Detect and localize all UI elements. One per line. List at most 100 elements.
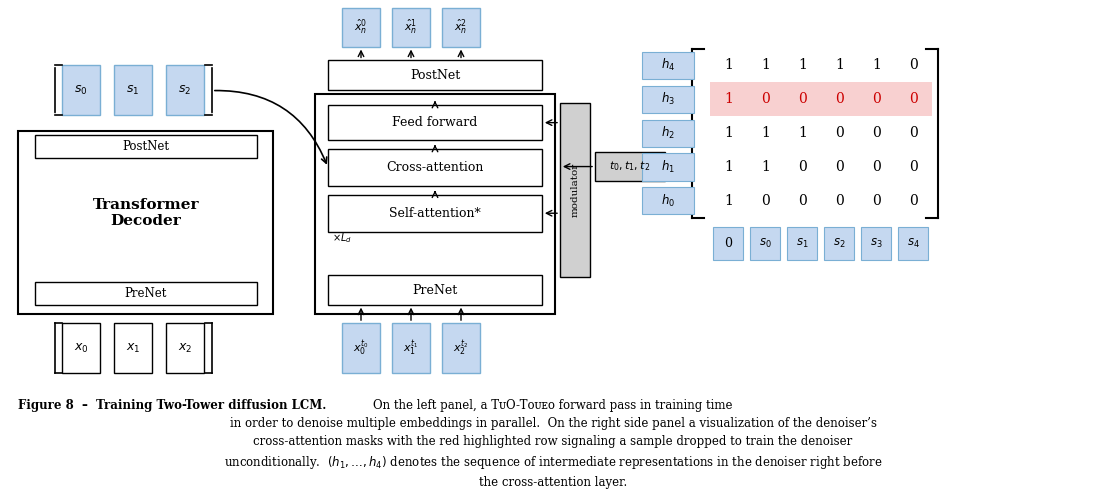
Text: $\hat{x}_n^1$: $\hat{x}_n^1$ <box>405 18 418 37</box>
Text: 0: 0 <box>724 237 732 250</box>
Bar <box>710 82 747 116</box>
Bar <box>641 153 693 181</box>
Text: Cross-attention: Cross-attention <box>386 161 483 174</box>
Text: $h_{0}$: $h_{0}$ <box>661 193 675 209</box>
Text: 1: 1 <box>724 92 733 106</box>
Bar <box>641 120 693 147</box>
Text: 0: 0 <box>799 194 807 208</box>
Bar <box>342 323 380 374</box>
Bar <box>114 323 152 374</box>
Text: $x_0^{t_0}$: $x_0^{t_0}$ <box>353 338 368 358</box>
Text: 1: 1 <box>724 58 733 72</box>
Text: $x_2$: $x_2$ <box>178 342 192 355</box>
Bar <box>595 152 665 181</box>
Text: 1: 1 <box>724 194 733 208</box>
Text: modulator: modulator <box>571 163 580 218</box>
Text: 0: 0 <box>909 160 918 174</box>
Bar <box>641 52 693 79</box>
Text: $s_{0}$: $s_{0}$ <box>759 237 772 250</box>
Bar <box>35 135 257 158</box>
Text: 1: 1 <box>872 58 881 72</box>
Text: 1: 1 <box>799 58 807 72</box>
Text: $h_{1}$: $h_{1}$ <box>661 159 675 175</box>
Text: 0: 0 <box>761 92 770 106</box>
Text: Figure 8  –  Training Two-Tower diffusion LCM.: Figure 8 – Training Two-Tower diffusion … <box>18 399 326 412</box>
Text: $s_2$: $s_2$ <box>178 84 191 97</box>
Text: $s_1$: $s_1$ <box>126 84 139 97</box>
Bar <box>62 323 100 374</box>
Bar <box>860 227 891 260</box>
Bar <box>442 8 480 47</box>
Text: 0: 0 <box>873 92 880 106</box>
Bar <box>641 187 693 215</box>
Text: Feed forward: Feed forward <box>393 116 478 129</box>
Bar <box>824 227 854 260</box>
Text: 1: 1 <box>799 126 807 140</box>
Bar <box>315 94 555 314</box>
Text: $x_1$: $x_1$ <box>126 342 140 355</box>
Bar <box>166 65 204 116</box>
Bar <box>895 82 932 116</box>
Text: PostNet: PostNet <box>410 69 460 82</box>
Text: $\times L_d$: $\times L_d$ <box>332 231 352 245</box>
Text: 0: 0 <box>835 194 844 208</box>
Text: 0: 0 <box>835 126 844 140</box>
Text: 0: 0 <box>909 92 918 106</box>
Bar <box>166 323 204 374</box>
Text: PostNet: PostNet <box>123 140 169 153</box>
Text: 0: 0 <box>909 194 918 208</box>
Text: PreNet: PreNet <box>125 287 167 300</box>
Text: $h_{2}$: $h_{2}$ <box>661 125 675 141</box>
Bar <box>787 227 817 260</box>
Text: 1: 1 <box>761 58 770 72</box>
Text: $x_0$: $x_0$ <box>74 342 88 355</box>
Bar <box>641 86 693 113</box>
Text: 0: 0 <box>799 160 807 174</box>
Bar <box>328 60 542 90</box>
Bar <box>114 65 152 116</box>
Bar <box>750 227 781 260</box>
Bar <box>62 65 100 116</box>
Text: 0: 0 <box>761 194 770 208</box>
Text: 0: 0 <box>835 92 844 106</box>
Text: $t_0, t_1, t_2$: $t_0, t_1, t_2$ <box>609 160 650 173</box>
Text: $s_{4}$: $s_{4}$ <box>907 237 920 250</box>
Text: $s_{1}$: $s_{1}$ <box>796 237 808 250</box>
Text: 1: 1 <box>724 160 733 174</box>
Text: 0: 0 <box>835 160 844 174</box>
Bar <box>747 82 784 116</box>
Bar <box>18 131 273 314</box>
Bar <box>342 8 380 47</box>
Text: 0: 0 <box>799 92 807 106</box>
Bar <box>858 82 895 116</box>
Text: $s_0$: $s_0$ <box>74 84 87 97</box>
Bar <box>898 227 928 260</box>
Text: 0: 0 <box>873 126 880 140</box>
Bar <box>784 82 821 116</box>
Text: 1: 1 <box>761 160 770 174</box>
Bar <box>821 82 858 116</box>
Text: 1: 1 <box>761 126 770 140</box>
Bar <box>328 275 542 305</box>
Text: Transformer
Decoder: Transformer Decoder <box>93 198 199 228</box>
Bar <box>442 323 480 374</box>
Text: 0: 0 <box>909 58 918 72</box>
Text: PreNet: PreNet <box>413 283 458 297</box>
Bar <box>35 282 257 305</box>
Text: 1: 1 <box>835 58 844 72</box>
Bar <box>713 227 743 260</box>
Text: 1: 1 <box>724 126 733 140</box>
Bar <box>392 8 430 47</box>
Text: 0: 0 <box>909 126 918 140</box>
Text: Self-attention*: Self-attention* <box>389 207 481 220</box>
Text: $x_2^{t_2}$: $x_2^{t_2}$ <box>453 338 469 358</box>
Text: $h_{3}$: $h_{3}$ <box>661 91 675 108</box>
Text: 0: 0 <box>873 194 880 208</box>
Bar <box>328 105 542 140</box>
Bar <box>392 323 430 374</box>
Bar <box>328 149 542 186</box>
Text: 0: 0 <box>873 160 880 174</box>
Bar <box>560 104 589 277</box>
Text: $s_{2}$: $s_{2}$ <box>833 237 846 250</box>
Text: $\hat{x}_n^2$: $\hat{x}_n^2$ <box>455 18 468 37</box>
